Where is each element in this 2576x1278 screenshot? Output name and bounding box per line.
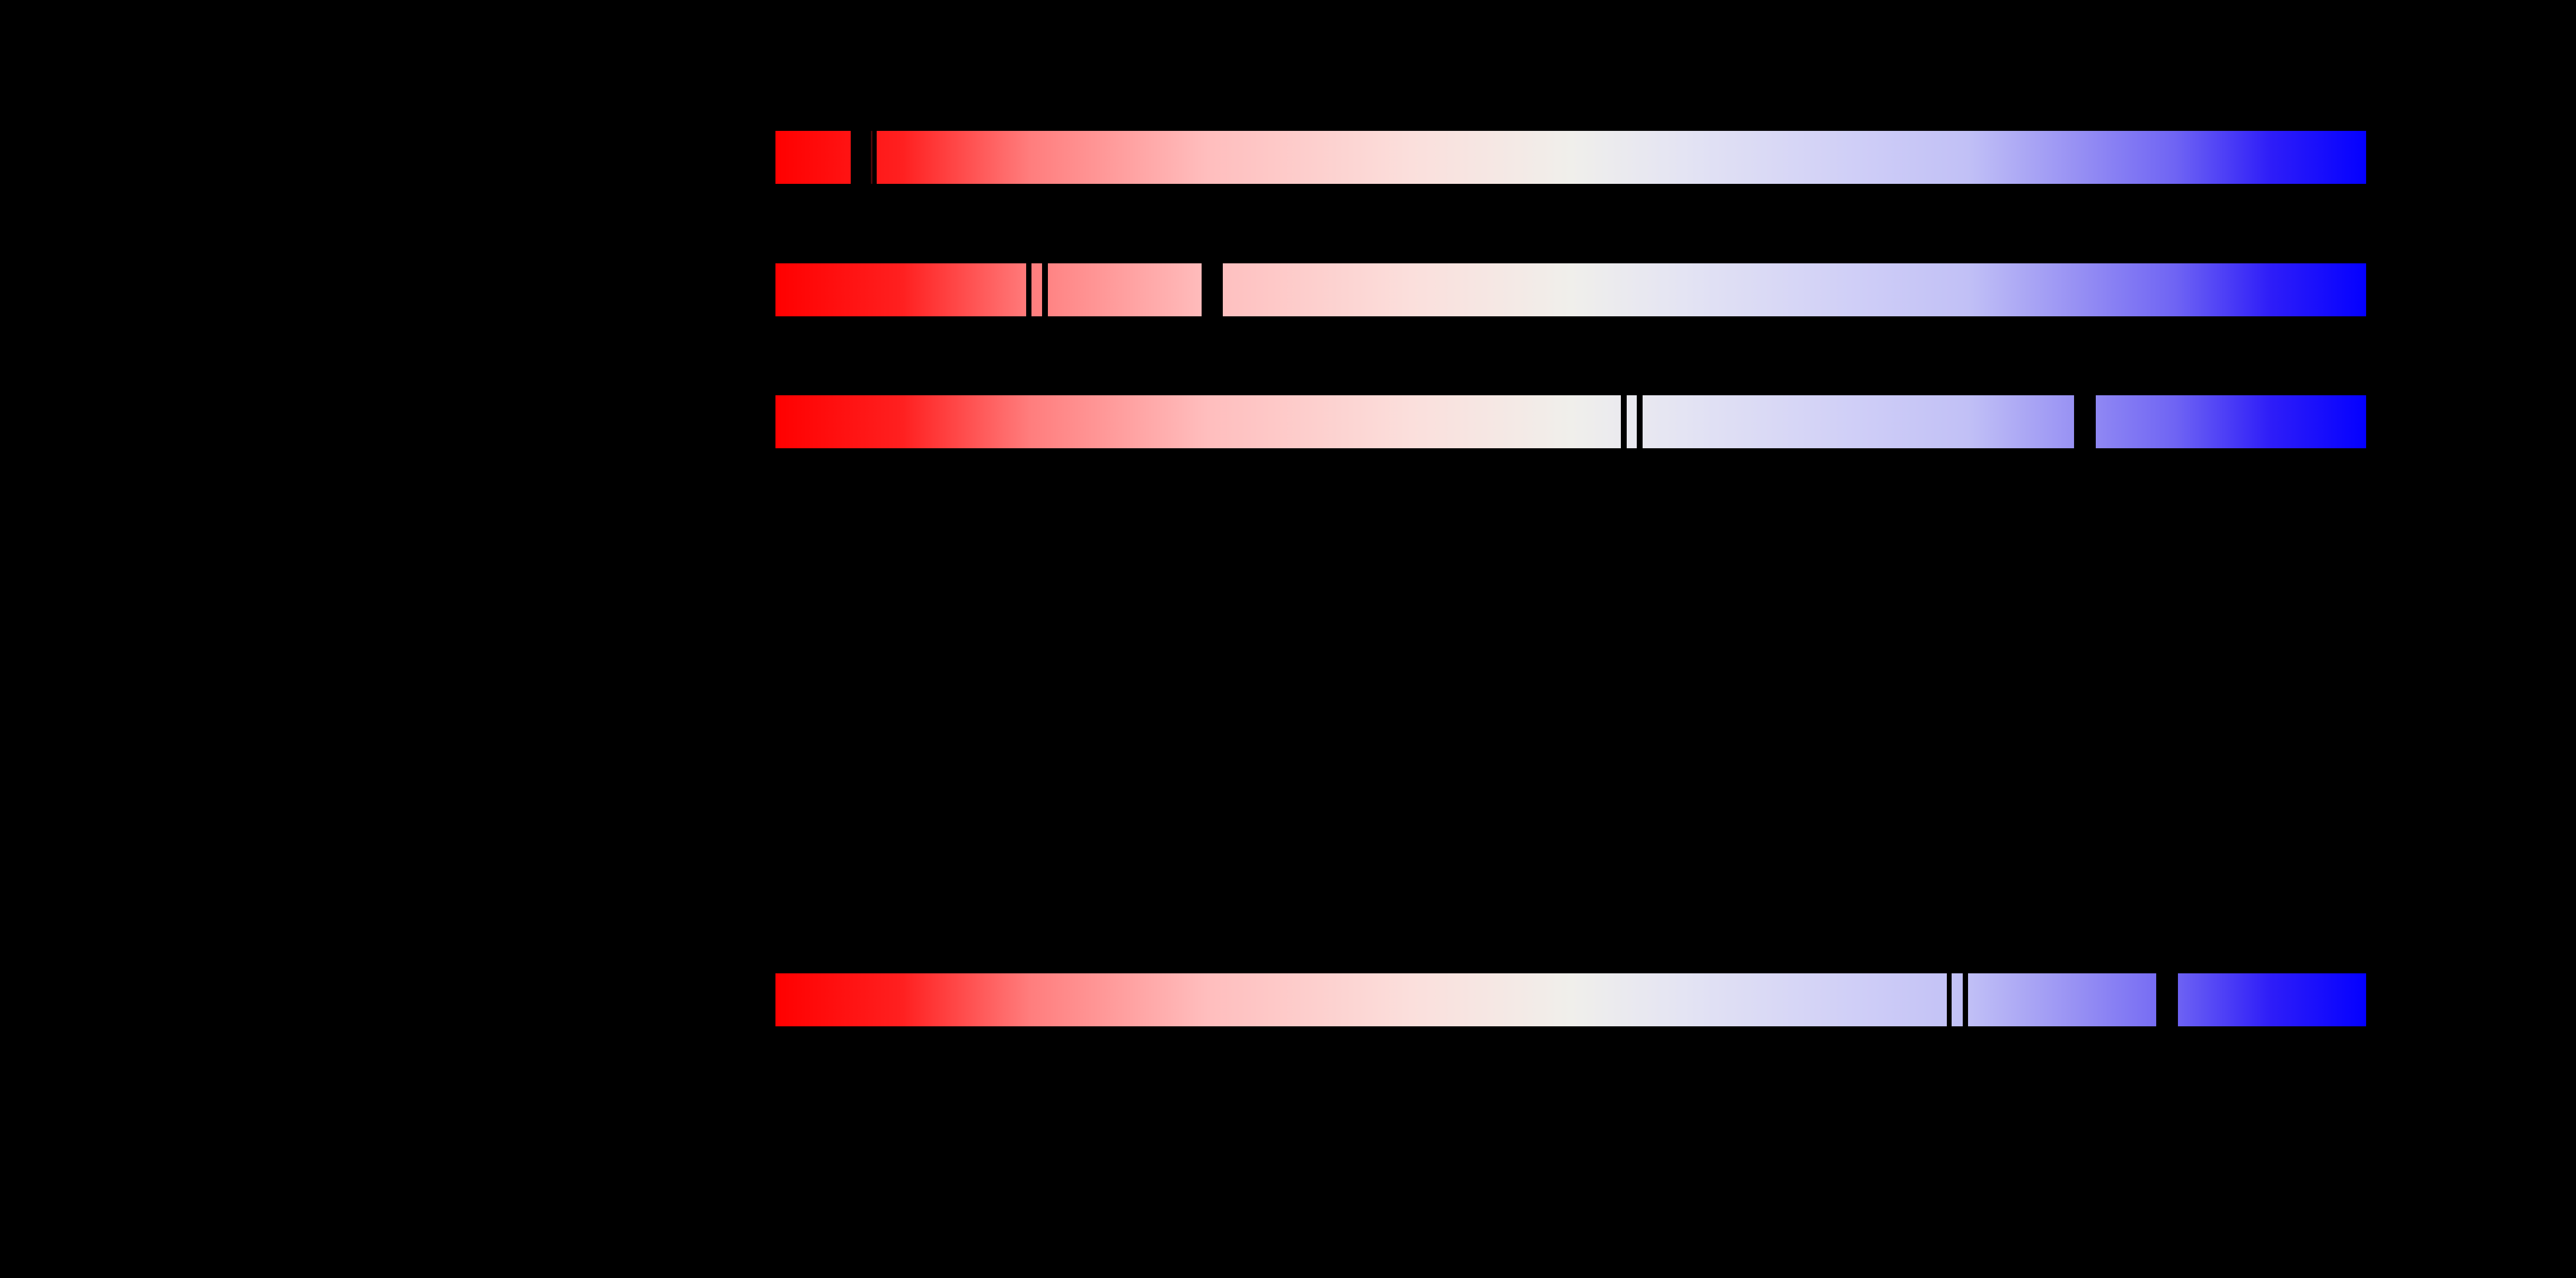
anchor-marker-4-2 [1963,973,1968,1026]
colormap-strip-4 [775,973,2366,1026]
anchor-marker-3-3 [2074,395,2096,448]
anchor-marker-2-3 [1202,263,1223,316]
anchor-marker-2-1 [1026,263,1031,316]
colormap-strip-3 [775,395,2366,448]
anchor-marker-1-2 [871,131,872,184]
anchor-marker-3-1 [1621,395,1627,448]
anchor-marker-1-3 [872,131,877,184]
colormap-strip-1 [775,131,2366,184]
anchor-marker-1-1 [851,131,871,184]
colormap-strip-2 [775,263,2366,316]
anchor-marker-4-3 [2156,973,2178,1026]
anchor-marker-3-2 [1637,395,1643,448]
anchor-marker-4-1 [1947,973,1952,1026]
anchor-marker-2-2 [1042,263,1048,316]
